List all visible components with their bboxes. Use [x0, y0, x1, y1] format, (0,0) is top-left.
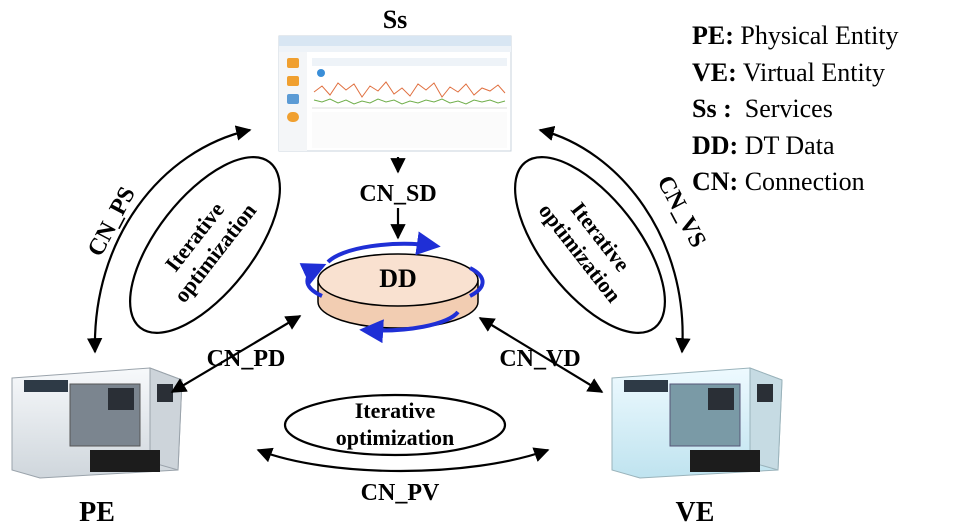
legend-desc: DT Data — [744, 130, 835, 160]
legend-row: Ss : Services — [692, 91, 899, 128]
cn-vd-arrow — [478, 317, 604, 393]
legend-abbr: PE: — [692, 21, 734, 50]
legend-desc: Physical Entity — [740, 21, 899, 50]
cn-vs-arrow — [538, 125, 691, 354]
cn-pd-arrow — [170, 315, 302, 393]
dt-data-disk — [299, 231, 485, 344]
legend-desc: Connection — [744, 167, 865, 196]
legend-abbr: DD: — [692, 130, 739, 160]
legend-row: CN: Connection — [692, 164, 899, 201]
cn-ps-arrow — [86, 125, 252, 354]
legend-abbr: VE: — [692, 57, 737, 87]
legend-row: PE: Physical Entity — [692, 18, 899, 55]
pe-label: PE — [79, 497, 115, 528]
legend: PE: Physical Entity VE: Virtual Entity S… — [692, 18, 899, 201]
legend-desc: Virtual Entity — [742, 57, 885, 87]
cn-pd-label: CN_PD — [207, 346, 286, 372]
legend-abbr: CN: — [692, 167, 739, 196]
cn-ps-label: CN_PS — [83, 183, 141, 261]
legend-abbr: Ss : — [692, 94, 732, 123]
services-screenshot — [278, 35, 512, 152]
physical-machine — [11, 367, 183, 479]
legend-row: VE: Virtual Entity — [692, 55, 899, 92]
services-label: Ss — [383, 5, 408, 34]
dd-label: DD — [379, 264, 417, 293]
cn-vd-label: CN_VD — [499, 346, 580, 372]
virtual-machine — [611, 367, 783, 479]
legend-row: DD: DT Data — [692, 128, 899, 165]
loop-left — [129, 156, 281, 334]
ve-label: VE — [676, 497, 715, 528]
cn-pv-arrow — [256, 447, 550, 473]
legend-desc: Services — [744, 94, 833, 123]
loop-bottom — [283, 393, 507, 457]
loop-bottom-line1: Iterative — [355, 398, 436, 423]
cn-sd-label: CN_SD — [359, 181, 436, 207]
cn-pv-label: CN_PV — [361, 480, 440, 506]
loop-right — [514, 156, 666, 334]
loop-bottom-line2: optimization — [336, 425, 455, 450]
